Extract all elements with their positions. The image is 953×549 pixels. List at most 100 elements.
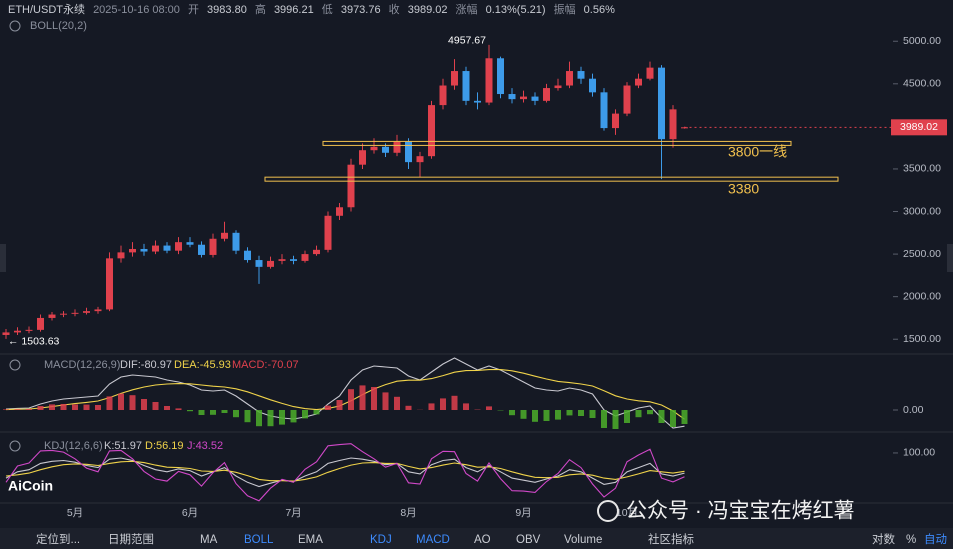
indicator-line [5, 443, 685, 502]
candle-body [106, 258, 113, 310]
toggle-icon[interactable] [9, 440, 21, 452]
candle-body [301, 254, 309, 261]
toggle-icon[interactable] [9, 359, 21, 371]
candle-body [451, 71, 458, 86]
x-tick-label: 7月 [285, 507, 301, 519]
legend-entry: MACD:-70.07 [232, 359, 299, 371]
candle-body [646, 67, 654, 79]
candle-body [543, 88, 550, 101]
toolbar-item[interactable]: EMA [298, 534, 323, 546]
candle-body [25, 329, 33, 331]
toolbar-item[interactable]: MA [200, 534, 218, 546]
legend-name: DEA: [174, 359, 200, 371]
histogram-bar [589, 410, 596, 418]
candle-body [347, 164, 355, 208]
histogram-bar [647, 410, 653, 415]
candle-body [152, 245, 159, 252]
candle-body [278, 259, 286, 261]
histogram-bar [405, 405, 412, 410]
indicator-line [5, 457, 685, 488]
x-tick-label: 6月 [182, 507, 198, 519]
histogram-bar [152, 402, 159, 410]
candle-body [232, 232, 240, 251]
candle-body [60, 313, 67, 315]
histogram-bar [279, 410, 285, 425]
candle-body [635, 78, 642, 86]
candle-body [612, 113, 619, 129]
amplitude: 0.56% [584, 4, 615, 16]
candle-body [71, 312, 79, 314]
candle-body [623, 85, 631, 114]
histogram-bar [3, 409, 9, 410]
candle-body [37, 317, 44, 330]
toolbar-item[interactable]: BOLL [244, 534, 274, 546]
histogram-bar [175, 408, 182, 410]
toolbar-item[interactable]: 定位到... [36, 532, 80, 546]
scroll-left[interactable] [0, 244, 6, 272]
histogram-bar [267, 410, 274, 427]
candle-body [336, 207, 343, 216]
toolbar-item[interactable]: 日期范围 [108, 532, 154, 546]
histogram-bar [440, 398, 446, 410]
histogram-bar [394, 396, 400, 410]
candle-body [244, 250, 251, 261]
histogram-bar [244, 410, 251, 423]
histogram-bar [463, 403, 469, 410]
candle-body [209, 238, 217, 255]
toolbar-item[interactable]: 社区指标 [648, 532, 694, 546]
candle-body [313, 249, 320, 255]
toolbar-item[interactable]: MACD [416, 534, 450, 546]
line-label: 3800一线 [728, 144, 787, 160]
toolbar-item[interactable]: 自动 [924, 533, 947, 546]
toolbar-item[interactable]: 对数 [872, 532, 895, 546]
toolbar-item[interactable]: AO [474, 534, 491, 546]
candle-body [658, 67, 665, 140]
toolbar-item[interactable]: KDJ [370, 534, 392, 546]
histogram-bar [382, 392, 389, 410]
legend-name: DIF: [120, 359, 141, 371]
candle-body [129, 248, 136, 253]
histogram-bar [49, 404, 55, 410]
legend-entry: K:51.97 [104, 440, 142, 452]
histogram-bar [313, 410, 320, 415]
legend-entry: DIF:-80.97 [120, 359, 172, 371]
histogram-bar [26, 409, 32, 410]
histogram-bar [325, 405, 331, 410]
histogram-bar [60, 404, 67, 410]
y-tick-label: 1500.00 [903, 333, 941, 345]
histogram-bar [233, 410, 239, 418]
watermark: 公众号 · 冯宝宝在烤红薯 [626, 500, 855, 523]
candle-body [520, 96, 527, 100]
wechat-icon [597, 500, 619, 522]
scroll-right[interactable] [947, 244, 953, 272]
toolbar-item[interactable]: OBV [516, 534, 541, 546]
histogram-bar [578, 410, 584, 416]
horizontal-line [264, 176, 839, 182]
candle-body [485, 58, 493, 103]
toolbar-item[interactable]: Volume [564, 534, 602, 546]
legend-entry: D:56.19 [145, 440, 184, 452]
indicator-title: KDJ(12,6,6) [44, 440, 103, 452]
candle-body [554, 85, 562, 89]
histogram-bar [221, 410, 228, 413]
toolbar-item[interactable]: % [906, 534, 916, 546]
histogram-bar [532, 410, 538, 422]
histogram-bar [509, 410, 515, 416]
price-tag [891, 119, 947, 136]
datetime: 2025-10-16 08:00 [93, 4, 180, 16]
horizontal-line [322, 140, 792, 146]
low: 3973.76 [341, 4, 381, 16]
candle-body [669, 109, 677, 140]
y-tick-label: 3500.00 [903, 163, 941, 175]
legend-entry: J:43.52 [187, 440, 223, 452]
candle-body [94, 309, 102, 312]
candle-body [497, 58, 504, 95]
x-tick-label: 9月 [515, 507, 531, 519]
candle-body [416, 156, 424, 163]
toggle-icon[interactable] [9, 20, 21, 32]
candle-body [382, 146, 389, 153]
histogram-bar [164, 406, 170, 410]
y-tick-label: 2500.00 [903, 248, 941, 260]
